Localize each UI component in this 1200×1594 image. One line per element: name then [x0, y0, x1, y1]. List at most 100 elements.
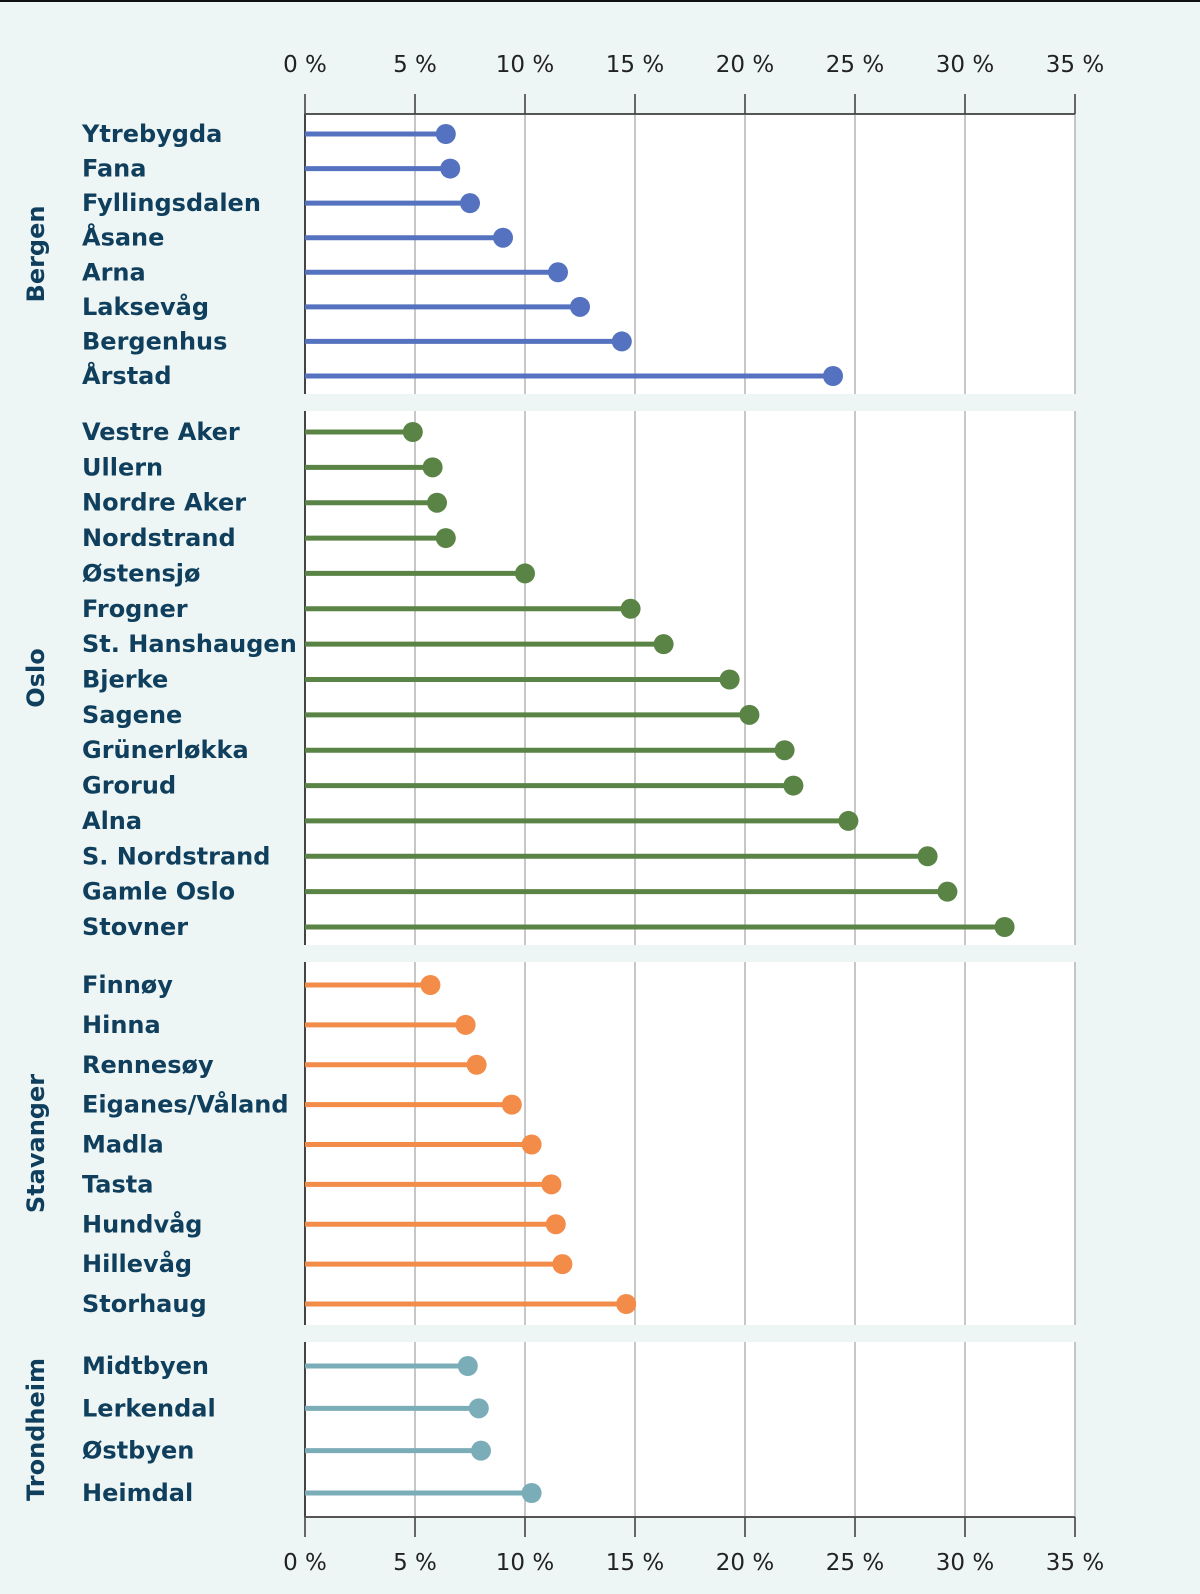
lollipop-dot	[435, 124, 456, 144]
lollipop-dot	[521, 1483, 542, 1503]
lollipop-dot	[570, 296, 590, 317]
category-label: Fyllingsdalen	[82, 189, 261, 217]
x-tick-label-bottom: 10 %	[496, 1550, 554, 1576]
lollipop-dot	[455, 1014, 476, 1035]
category-label: Ullern	[82, 453, 163, 481]
lollipop-dot	[427, 492, 447, 513]
category-label: Finnøy	[82, 971, 173, 999]
category-label: Tasta	[82, 1170, 153, 1198]
category-label: Laksevåg	[82, 292, 209, 321]
plot-panel-bergen	[305, 114, 1075, 394]
lollipop-dot	[435, 528, 456, 549]
lollipop-dot	[994, 917, 1015, 937]
x-tick-label-top: 30 %	[936, 52, 994, 78]
category-label: Østbyen	[82, 1437, 194, 1465]
lollipop-dot	[937, 881, 958, 902]
x-tick-label-top: 15 %	[606, 52, 664, 78]
lollipop-dot	[739, 704, 760, 725]
x-tick-label-top: 10 %	[496, 52, 554, 78]
x-tick-label-bottom: 25 %	[826, 1550, 884, 1576]
category-label: Lerkendal	[82, 1394, 216, 1422]
category-label: Midtbyen	[82, 1352, 209, 1380]
x-tick-label-bottom: 5 %	[393, 1550, 437, 1576]
top-border-rule	[0, 0, 1200, 2]
category-label: Ytrebygda	[81, 120, 222, 148]
category-label: St. Hanshaugen	[82, 630, 297, 658]
category-label: Hundvåg	[82, 1209, 202, 1238]
group-label-trondheim: Trondheim	[22, 1358, 50, 1501]
group-label-oslo: Oslo	[22, 648, 50, 707]
gridlines	[414, 114, 1076, 1517]
lollipop-dot	[440, 158, 461, 179]
lollipop-dot	[917, 846, 938, 867]
lollipop-dot	[719, 669, 740, 690]
x-tick-label-top: 20 %	[716, 52, 774, 78]
category-label: Alna	[82, 807, 142, 835]
lollipop-dot	[774, 740, 795, 761]
lollipop-dot	[471, 1440, 491, 1461]
lollipop-dot	[468, 1398, 489, 1419]
x-tick-label-top: 0 %	[283, 52, 327, 78]
category-label: Bjerke	[82, 666, 168, 694]
category-label: Fana	[82, 155, 146, 183]
lollipop-dot	[493, 227, 513, 248]
category-label: Grünerløkka	[82, 736, 249, 764]
x-tick-label-bottom: 15 %	[606, 1550, 664, 1576]
category-label: Vestre Aker	[82, 418, 240, 446]
x-tick-label-bottom: 30 %	[936, 1550, 994, 1576]
x-tick-label-top: 5 %	[393, 52, 437, 78]
category-label: Nordre Aker	[82, 489, 246, 517]
category-label: Årstad	[82, 361, 172, 390]
lollipop-dot	[422, 457, 443, 478]
category-label: Grorud	[82, 772, 176, 800]
lollipop-dot	[545, 1214, 566, 1235]
lollipop-dot	[653, 634, 674, 655]
lollipop-dot	[611, 331, 632, 352]
x-tick-label-top: 35 %	[1046, 52, 1104, 78]
category-label: Nordstrand	[82, 524, 236, 552]
group-label-stavanger: Stavanger	[22, 1074, 50, 1213]
lollipop-dot	[783, 775, 804, 796]
group-label-bergen: Bergen	[22, 206, 50, 303]
x-tick-label-top: 25 %	[826, 52, 884, 78]
category-label: Frogner	[82, 595, 188, 623]
x-tick-label-bottom: 20 %	[716, 1550, 774, 1576]
lollipop-dot	[823, 366, 843, 386]
category-label: Heimdal	[82, 1479, 193, 1507]
category-label: Hinna	[82, 1011, 161, 1039]
lollipop-dot	[541, 1174, 562, 1195]
labels: Ytrebygda Fana Fyllingsdalen Åsane Arna Lakse…	[22, 120, 297, 1507]
category-label: S. Nordstrand	[82, 842, 270, 870]
category-label: Storhaug	[82, 1290, 207, 1318]
category-label: Gamle Oslo	[82, 878, 235, 906]
group-panels	[305, 114, 1075, 1517]
category-label: Eiganes/Våland	[82, 1090, 289, 1119]
category-label: Sagene	[82, 701, 182, 729]
category-label: Arna	[82, 258, 146, 286]
lollipop-dot	[552, 1254, 573, 1275]
lollipop-dot	[515, 563, 535, 584]
lollipop-dot	[838, 810, 859, 831]
lollipop-dot	[466, 1054, 487, 1075]
lollipop-dot	[501, 1094, 522, 1115]
x-tick-label-bottom: 0 %	[283, 1550, 327, 1576]
lollipop-dot	[620, 598, 641, 619]
lollipop-dot	[460, 193, 480, 214]
category-label: Østensjø	[82, 559, 201, 587]
lollipop-dot	[616, 1294, 637, 1314]
data-marks	[305, 124, 1015, 1503]
category-label: Stovner	[82, 913, 188, 941]
category-label: Bergenhus	[82, 327, 227, 355]
lollipop-dot	[420, 975, 441, 995]
category-label: Rennesøy	[82, 1051, 214, 1079]
x-tick-label-bottom: 35 %	[1046, 1550, 1104, 1576]
lollipop-dot	[402, 422, 423, 442]
category-label: Madla	[82, 1131, 164, 1159]
lollipop-dot	[457, 1356, 478, 1376]
lollipop-dot	[548, 262, 568, 283]
category-label: Hillevåg	[82, 1249, 192, 1278]
category-label: Åsane	[82, 223, 164, 252]
lollipop-dot	[521, 1134, 542, 1155]
plot-panel-trondheim	[305, 1342, 1075, 1517]
